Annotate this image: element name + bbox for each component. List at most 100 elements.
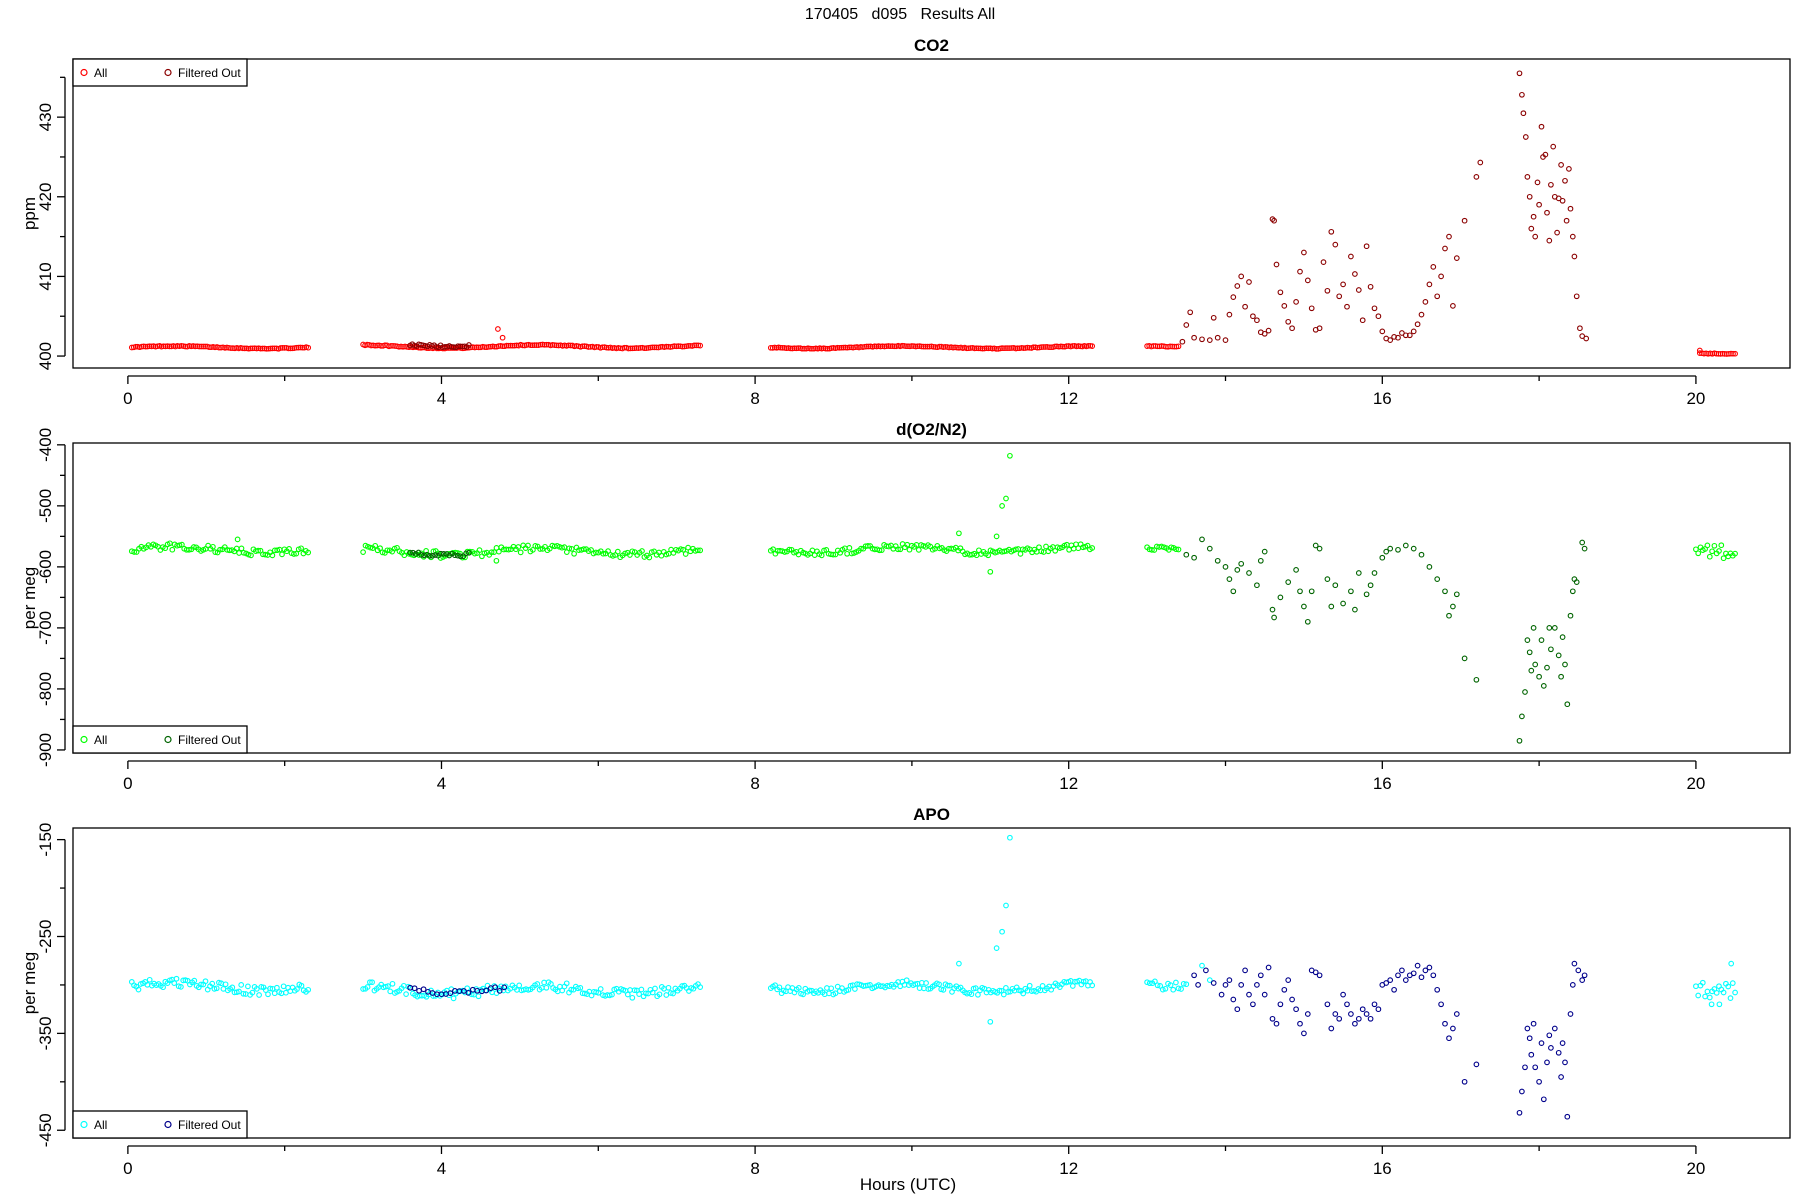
- legend-marker: [80, 68, 88, 77]
- data-point: [1477, 159, 1484, 166]
- data-point: [577, 984, 584, 991]
- data-point: [600, 550, 607, 557]
- data-point: [1348, 588, 1354, 595]
- x-tick-label: 16: [1373, 1159, 1392, 1178]
- data-point: [1453, 255, 1460, 261]
- legend-frame: [72, 1110, 248, 1139]
- data-point: [1528, 225, 1535, 232]
- data-point: [899, 342, 905, 349]
- data-point: [1367, 582, 1374, 589]
- data-point: [697, 342, 704, 349]
- data-point: [131, 549, 138, 555]
- data-point: [1175, 985, 1182, 992]
- data-point: [1242, 303, 1248, 310]
- data-point: [631, 987, 638, 994]
- data-point: [1355, 1015, 1362, 1022]
- y-tick-label: 420: [36, 183, 55, 211]
- data-point: [806, 987, 813, 994]
- data-point: [1704, 988, 1711, 995]
- data-point: [1579, 977, 1586, 983]
- data-point: [1538, 123, 1545, 130]
- data-point: [987, 1018, 994, 1025]
- data-point: [636, 991, 642, 997]
- data-point: [1312, 969, 1319, 976]
- data-point: [305, 344, 312, 351]
- data-point: [1168, 544, 1175, 551]
- data-point: [1410, 545, 1417, 552]
- y-axis-label: per meg: [20, 567, 39, 629]
- data-point: [1551, 1025, 1558, 1032]
- data-point: [1246, 279, 1252, 285]
- data-point: [1530, 625, 1537, 631]
- data-point: [1069, 983, 1076, 989]
- data-point: [135, 986, 142, 993]
- data-point: [473, 344, 480, 351]
- data-point: [1261, 548, 1268, 555]
- data-point: [1383, 548, 1390, 555]
- data-point: [1406, 332, 1413, 339]
- data-point: [828, 345, 835, 351]
- data-point: [407, 549, 413, 556]
- data-point: [269, 345, 276, 352]
- data-point: [286, 546, 292, 552]
- data-point: [241, 345, 248, 352]
- data-point: [1199, 962, 1205, 969]
- data-point: [801, 345, 807, 352]
- data-point: [1581, 972, 1588, 979]
- data-point: [1402, 542, 1409, 549]
- data-point: [421, 552, 427, 559]
- data-point: [166, 343, 173, 350]
- data-point: [1387, 337, 1394, 343]
- data-point: [1450, 303, 1456, 309]
- data-point: [1238, 560, 1245, 567]
- data-point: [1026, 982, 1033, 989]
- data-point: [1230, 294, 1237, 300]
- data-point: [665, 984, 672, 991]
- data-point: [368, 342, 374, 349]
- data-point: [1375, 313, 1382, 320]
- data-point: [517, 549, 524, 556]
- data-point: [1152, 978, 1158, 985]
- data-point: [496, 988, 503, 994]
- data-point: [597, 986, 604, 992]
- data-point: [1528, 1051, 1535, 1058]
- data-point: [670, 990, 676, 997]
- data-point: [1562, 1059, 1568, 1066]
- data-point: [1414, 321, 1421, 328]
- data-point: [1007, 834, 1013, 841]
- data-point: [781, 549, 788, 555]
- legend: All Filtered Out: [72, 725, 248, 754]
- data-point: [1167, 982, 1174, 988]
- data-point: [1522, 1064, 1528, 1071]
- data-point: [1352, 271, 1358, 277]
- legend-label: Filtered Out: [178, 733, 241, 747]
- data-point: [1328, 603, 1335, 610]
- legend-marker: [164, 1120, 172, 1129]
- data-point: [466, 342, 472, 348]
- data-point: [1187, 309, 1194, 316]
- data-point: [1716, 548, 1722, 554]
- data-point: [403, 991, 409, 997]
- data-point: [299, 344, 306, 351]
- data-point: [1526, 193, 1533, 200]
- data-point: [641, 345, 648, 352]
- data-point: [1461, 655, 1468, 662]
- data-point: [609, 991, 615, 998]
- data-point: [1536, 201, 1542, 208]
- data-point: [1422, 967, 1429, 974]
- legend-label: All: [94, 66, 107, 80]
- legend: All Filtered Out: [72, 58, 248, 87]
- y-tick-label: -250: [36, 919, 55, 953]
- data-point: [256, 992, 262, 998]
- data-point: [493, 557, 500, 564]
- data-point: [1579, 333, 1586, 339]
- data-point: [648, 549, 655, 555]
- data-point: [923, 980, 929, 986]
- data-point: [1289, 996, 1295, 1003]
- data-point: [530, 547, 536, 553]
- data-point: [1548, 1045, 1554, 1051]
- data-point: [1206, 545, 1213, 552]
- data-point: [236, 988, 242, 995]
- data-point: [635, 345, 642, 351]
- page-title: 170405 d095 Results All: [805, 6, 995, 23]
